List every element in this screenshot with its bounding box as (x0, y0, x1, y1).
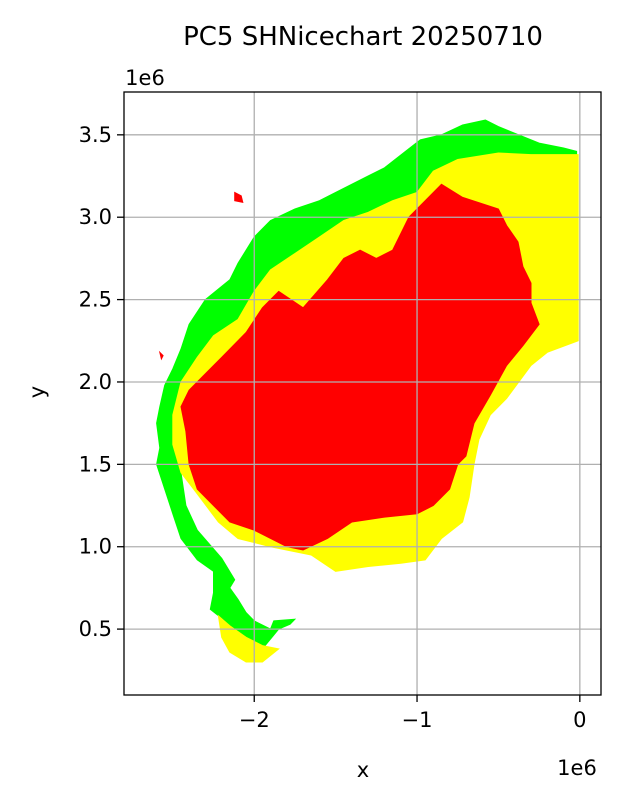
y-axis-label: y (25, 386, 49, 398)
x-axis-ticks: −2 −1 0 (239, 695, 587, 732)
axes-frame (123, 91, 602, 696)
plot-area: −2 −1 0 0.5 1.0 1.5 2.0 2.5 3.0 3.5 (79, 91, 602, 732)
x-tick-label-0: −2 (239, 708, 270, 732)
region-red-4 (234, 191, 244, 204)
y-tick-label-4: 2.5 (79, 288, 112, 312)
x-tick-label-2: 0 (573, 708, 586, 732)
region-yellow-3 (217, 614, 280, 663)
y-tick-label-1: 1.0 (79, 535, 112, 559)
y-tick-label-3: 2.0 (79, 370, 112, 394)
y-axis-offset-label: 1e6 (125, 66, 165, 90)
y-tick-label-5: 3.0 (79, 205, 112, 229)
x-axis-label: x (357, 758, 369, 782)
y-tick-label-6: 3.5 (79, 123, 112, 147)
region-red-5 (158, 350, 164, 361)
chart-title: PC5 SHNicechart 20250710 (183, 22, 543, 52)
x-axis-offset-label: 1e6 (557, 756, 597, 780)
grid-lines (124, 92, 601, 695)
x-tick-label-1: −1 (402, 708, 433, 732)
y-tick-label-2: 1.5 (79, 452, 112, 476)
y-axis-ticks: 0.5 1.0 1.5 2.0 2.5 3.0 3.5 (79, 123, 124, 641)
y-tick-label-0: 0.5 (79, 617, 112, 641)
